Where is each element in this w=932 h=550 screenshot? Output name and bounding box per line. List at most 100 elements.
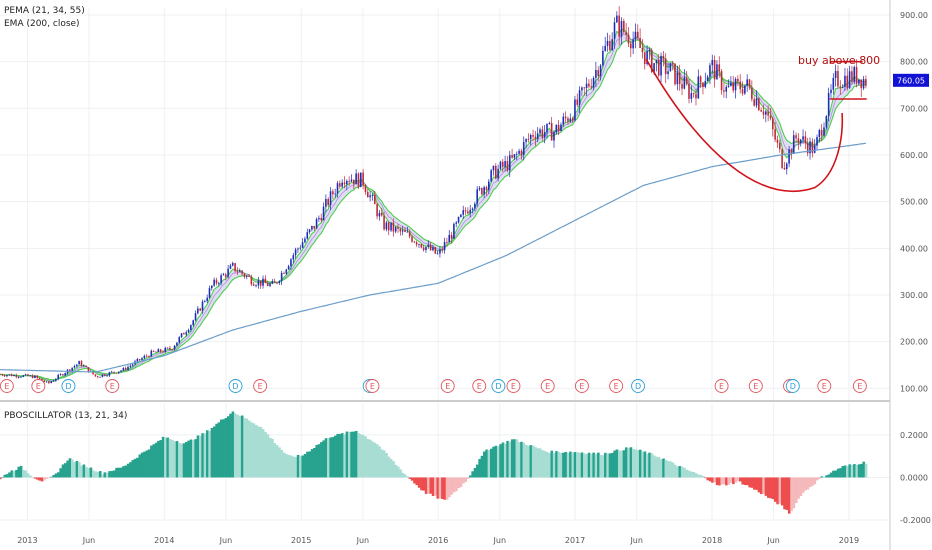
legend-ema200[interactable]: EMA (200, close) bbox=[4, 19, 80, 29]
oscillator-bar bbox=[31, 476, 35, 478]
candle-body bbox=[683, 77, 686, 89]
candle-body bbox=[280, 272, 283, 282]
y-tick-label: 100.00 bbox=[900, 384, 928, 393]
candle-body bbox=[564, 116, 567, 119]
candle-body bbox=[3, 375, 6, 377]
oscillator-bar bbox=[536, 448, 540, 478]
oscillator-bar bbox=[101, 474, 104, 478]
oscillator-bar bbox=[848, 464, 852, 478]
oscillator-bar bbox=[254, 424, 258, 478]
earnings-marker[interactable]: E bbox=[609, 379, 624, 393]
earnings-marker[interactable]: E bbox=[852, 379, 867, 393]
earnings-marker[interactable]: E bbox=[714, 379, 729, 393]
oscillator-bar bbox=[753, 477, 756, 490]
earnings-marker[interactable]: E bbox=[365, 379, 380, 393]
candle-body bbox=[636, 31, 639, 38]
oscillator-bar bbox=[441, 477, 444, 499]
x-tick-label: 2017 bbox=[565, 536, 585, 545]
oscillator-bar bbox=[138, 454, 142, 478]
oscillator-bar bbox=[406, 476, 409, 478]
candle-body bbox=[159, 349, 162, 352]
oscillator-bar bbox=[864, 463, 868, 478]
candle-body bbox=[255, 285, 257, 287]
dividend-marker[interactable]: D bbox=[61, 379, 76, 393]
earnings-marker[interactable]: E bbox=[817, 379, 832, 393]
oscillator-bar bbox=[354, 430, 358, 478]
oscillator-bar bbox=[185, 441, 188, 478]
candle-body bbox=[494, 165, 497, 179]
candle-body bbox=[390, 222, 392, 231]
oscillator-bar bbox=[408, 477, 412, 479]
oscillator-bar bbox=[741, 477, 744, 485]
event-letter: E bbox=[36, 382, 41, 391]
candle-body bbox=[211, 285, 213, 289]
candle-body bbox=[825, 116, 828, 128]
candle-body bbox=[557, 124, 560, 131]
candle-body bbox=[832, 77, 835, 90]
candle-body bbox=[620, 21, 623, 37]
oscillator-bar bbox=[636, 449, 640, 478]
earnings-marker[interactable]: E bbox=[472, 379, 487, 393]
candle-body bbox=[129, 365, 132, 367]
candle-body bbox=[404, 230, 406, 232]
candle-body bbox=[660, 55, 662, 76]
candle-body bbox=[432, 247, 434, 251]
candle-body bbox=[262, 278, 264, 286]
candle-body bbox=[506, 161, 509, 171]
earnings-marker[interactable]: E bbox=[0, 379, 14, 393]
candle-body bbox=[78, 361, 80, 365]
candle-body bbox=[378, 213, 381, 217]
candle-body bbox=[0, 374, 1, 376]
candle-body bbox=[704, 81, 707, 88]
candle-body bbox=[625, 31, 627, 35]
earnings-marker[interactable]: E bbox=[506, 379, 521, 393]
earnings-marker[interactable]: E bbox=[440, 379, 455, 393]
oscillator-bar bbox=[401, 472, 405, 478]
earnings-marker[interactable]: E bbox=[31, 379, 46, 393]
oscillator-bar bbox=[727, 477, 731, 485]
oscillator-bar bbox=[480, 455, 484, 478]
candle-body bbox=[59, 374, 62, 376]
candle-body bbox=[534, 136, 537, 139]
oscillator-bar bbox=[545, 451, 549, 478]
candle-body bbox=[359, 172, 362, 188]
oscillator-bar bbox=[569, 451, 572, 478]
oscillator-bar bbox=[385, 453, 388, 478]
dividend-marker[interactable]: D bbox=[228, 379, 243, 393]
earnings-marker[interactable]: E bbox=[574, 379, 589, 393]
earnings-marker[interactable]: E bbox=[748, 379, 763, 393]
dividend-marker[interactable]: D bbox=[491, 379, 506, 393]
candle-body bbox=[748, 79, 751, 88]
candle-body bbox=[127, 366, 129, 370]
candle-body bbox=[334, 193, 336, 195]
candle-body bbox=[692, 93, 695, 95]
candle-body bbox=[762, 111, 765, 115]
oscillator-bar bbox=[766, 477, 770, 498]
candle-body bbox=[671, 63, 674, 64]
candle-body bbox=[699, 76, 702, 83]
oscillator-bar bbox=[827, 474, 831, 478]
oscillator-bar bbox=[203, 433, 207, 478]
earnings-marker[interactable]: E bbox=[105, 379, 120, 393]
oscillator-bar bbox=[33, 477, 37, 479]
event-letter: E bbox=[110, 382, 115, 391]
oscillator-title[interactable]: PBOSCILLATOR (13, 21, 34) bbox=[4, 411, 127, 421]
candle-body bbox=[41, 378, 43, 381]
event-letter: E bbox=[445, 382, 450, 391]
candle-body bbox=[501, 161, 504, 167]
legend-pema[interactable]: PEMA (21, 34, 55) bbox=[4, 6, 85, 16]
dividend-marker[interactable]: D bbox=[631, 379, 646, 393]
candle-body bbox=[169, 347, 171, 350]
oscillator-bar bbox=[240, 415, 244, 478]
y-tick-label: 700.00 bbox=[900, 104, 928, 113]
candle-body bbox=[57, 375, 59, 380]
earnings-marker[interactable]: E bbox=[540, 379, 555, 393]
oscillator-bar bbox=[466, 477, 470, 479]
oscillator-bar bbox=[631, 449, 635, 478]
earnings-marker[interactable]: E bbox=[253, 379, 268, 393]
candle-body bbox=[439, 249, 441, 254]
oscillator-bar bbox=[627, 448, 630, 478]
oscillator-bar bbox=[268, 437, 272, 478]
dividend-marker[interactable]: D bbox=[785, 379, 800, 393]
candle-body bbox=[220, 275, 222, 284]
